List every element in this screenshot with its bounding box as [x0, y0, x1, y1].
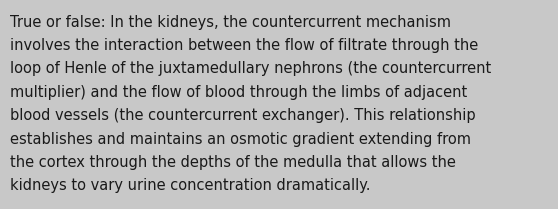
Text: blood vessels (the countercurrent exchanger). This relationship: blood vessels (the countercurrent exchan…	[10, 108, 475, 123]
Text: multiplier) and the flow of blood through the limbs of adjacent: multiplier) and the flow of blood throug…	[10, 85, 467, 100]
Text: kidneys to vary urine concentration dramatically.: kidneys to vary urine concentration dram…	[10, 178, 371, 194]
Text: establishes and maintains an osmotic gradient extending from: establishes and maintains an osmotic gra…	[10, 132, 471, 147]
Text: involves the interaction between the flow of filtrate through the: involves the interaction between the flo…	[10, 38, 478, 53]
Text: the cortex through the depths of the medulla that allows the: the cortex through the depths of the med…	[10, 155, 456, 170]
Text: loop of Henle of the juxtamedullary nephrons (the countercurrent: loop of Henle of the juxtamedullary neph…	[10, 61, 491, 76]
Text: True or false: In the kidneys, the countercurrent mechanism: True or false: In the kidneys, the count…	[10, 15, 451, 30]
